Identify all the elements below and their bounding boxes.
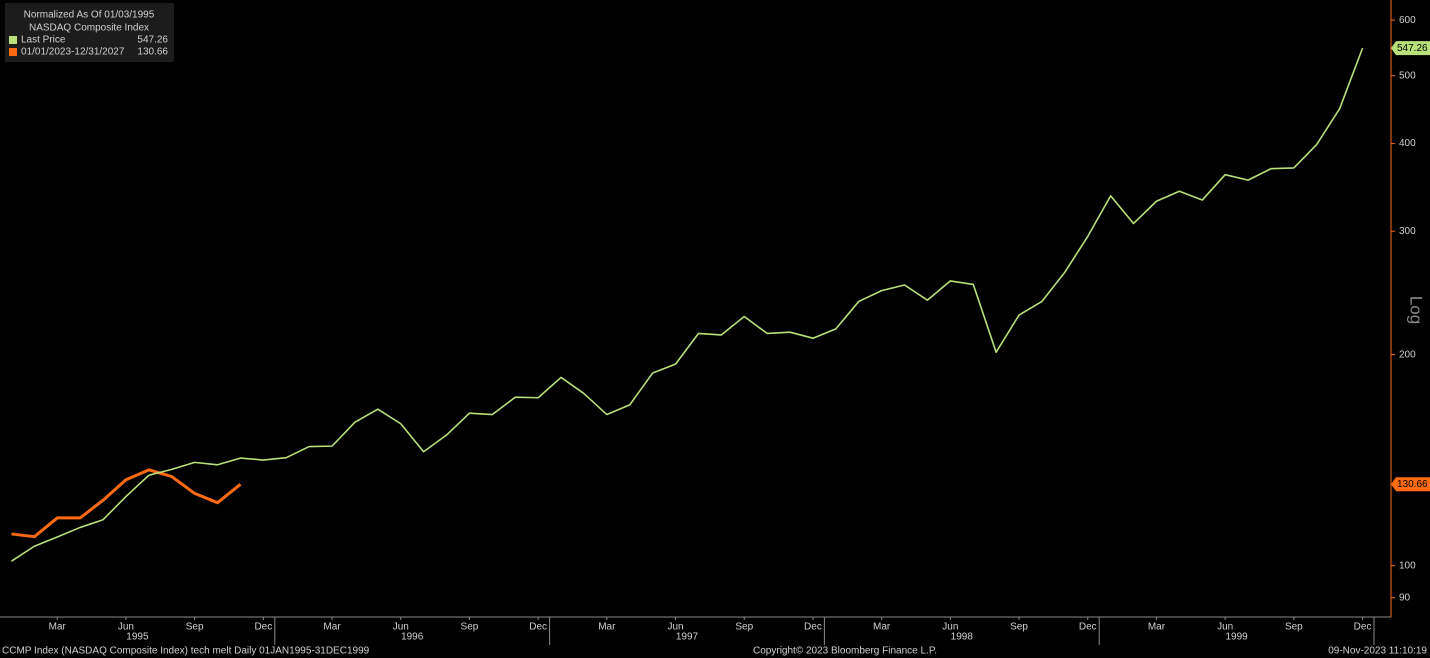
x-tick-label: Sep: [1010, 622, 1028, 633]
legend-value: 130.66: [137, 47, 168, 58]
x-tick-label: Jun: [118, 622, 134, 633]
x-tick-label: Mar: [598, 622, 616, 633]
x-tick-label: Jun: [667, 622, 683, 633]
series-line: [11, 468, 242, 539]
x-tick-label: Dec: [804, 622, 822, 633]
year-label: 1999: [1225, 632, 1248, 643]
y-tick-label: 90: [1399, 592, 1411, 603]
year-label: 1995: [126, 632, 149, 643]
legend-swatch: [9, 36, 17, 44]
y-axis-label: Log: [1407, 296, 1426, 324]
series-line: [11, 47, 1364, 562]
y-tick-label: 500: [1399, 70, 1416, 81]
last-value-tag: [1391, 477, 1430, 492]
x-tick-label: Dec: [254, 622, 272, 633]
last-value-label: 130.66: [1397, 479, 1428, 490]
footer-right: 09-Nov-2023 11:10:19: [1328, 646, 1427, 657]
x-tick-label: Sep: [735, 622, 753, 633]
x-tick-label: Sep: [186, 622, 204, 633]
legend-label: 01/01/2023-12/31/2027: [21, 47, 125, 58]
y-tick-label: 200: [1399, 349, 1416, 360]
x-tick-label: Jun: [942, 622, 958, 633]
legend-label: Last Price: [21, 35, 66, 46]
year-label: 1996: [401, 632, 424, 643]
x-tick-label: Dec: [1079, 622, 1097, 633]
x-tick-label: Mar: [323, 622, 341, 633]
x-tick-label: Sep: [1285, 622, 1303, 633]
x-tick-label: Sep: [461, 622, 479, 633]
year-label: 1997: [676, 632, 699, 643]
last-value-label: 547.26: [1397, 43, 1428, 54]
x-tick-label: Mar: [49, 622, 67, 633]
footer-center: Copyright© 2023 Bloomberg Finance L.P.: [753, 646, 937, 657]
legend-swatch: [9, 48, 17, 56]
year-label: 1998: [951, 632, 974, 643]
x-tick-label: Mar: [1148, 622, 1166, 633]
x-tick-label: Jun: [393, 622, 409, 633]
y-tick-label: 100: [1399, 560, 1416, 571]
footer-left: CCMP Index (NASDAQ Composite Index) tech…: [2, 646, 370, 657]
last-value-tag: [1391, 41, 1430, 56]
x-tick-label: Dec: [1354, 622, 1372, 633]
legend-title: NASDAQ Composite Index: [29, 23, 149, 34]
y-tick-label: 600: [1399, 15, 1416, 26]
legend-title: Normalized As Of 01/03/1995: [24, 10, 155, 21]
y-tick-label: 300: [1399, 226, 1416, 237]
x-tick-label: Jun: [1217, 622, 1233, 633]
x-tick-label: Dec: [529, 622, 547, 633]
legend-value: 547.26: [137, 35, 168, 46]
legend-box: [5, 3, 174, 62]
y-tick-label: 400: [1399, 138, 1416, 149]
x-tick-label: Mar: [873, 622, 891, 633]
